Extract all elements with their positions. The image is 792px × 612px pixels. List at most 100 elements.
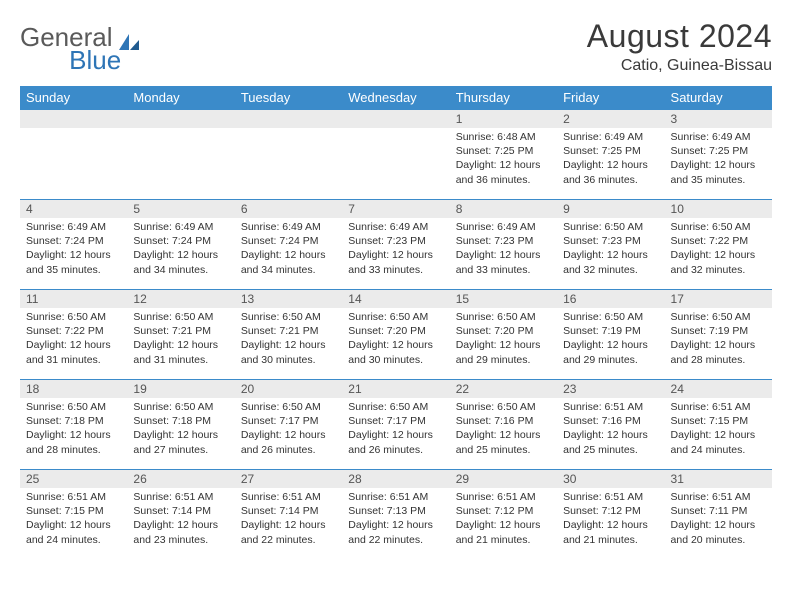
day-body: Sunrise: 6:50 AMSunset: 7:16 PMDaylight:… [450,398,557,461]
calendar-day-cell: 4Sunrise: 6:49 AMSunset: 7:24 PMDaylight… [20,200,127,290]
day-number: 5 [127,200,234,218]
day-number: 26 [127,470,234,488]
calendar-day-cell: 30Sunrise: 6:51 AMSunset: 7:12 PMDayligh… [557,470,664,560]
day-body: Sunrise: 6:49 AMSunset: 7:25 PMDaylight:… [557,128,664,191]
day-body: Sunrise: 6:51 AMSunset: 7:11 PMDaylight:… [665,488,772,551]
day-number: 10 [665,200,772,218]
day-body: Sunrise: 6:48 AMSunset: 7:25 PMDaylight:… [450,128,557,191]
calendar-day-cell: 22Sunrise: 6:50 AMSunset: 7:16 PMDayligh… [450,380,557,470]
day-body: Sunrise: 6:50 AMSunset: 7:17 PMDaylight:… [235,398,342,461]
day-number: 31 [665,470,772,488]
calendar-day-cell: 20Sunrise: 6:50 AMSunset: 7:17 PMDayligh… [235,380,342,470]
day-body: Sunrise: 6:51 AMSunset: 7:14 PMDaylight:… [235,488,342,551]
calendar-day-cell: 3Sunrise: 6:49 AMSunset: 7:25 PMDaylight… [665,110,772,200]
calendar-day-cell: 9Sunrise: 6:50 AMSunset: 7:23 PMDaylight… [557,200,664,290]
calendar-day-cell: 31Sunrise: 6:51 AMSunset: 7:11 PMDayligh… [665,470,772,560]
day-number: 22 [450,380,557,398]
calendar-table: SundayMondayTuesdayWednesdayThursdayFrid… [20,86,772,560]
calendar-day-cell: 12Sunrise: 6:50 AMSunset: 7:21 PMDayligh… [127,290,234,380]
day-header: Saturday [665,86,772,110]
day-body: Sunrise: 6:50 AMSunset: 7:19 PMDaylight:… [665,308,772,371]
empty-daynum [20,110,127,128]
calendar-day-cell: 19Sunrise: 6:50 AMSunset: 7:18 PMDayligh… [127,380,234,470]
day-body: Sunrise: 6:51 AMSunset: 7:16 PMDaylight:… [557,398,664,461]
day-header: Friday [557,86,664,110]
day-body: Sunrise: 6:50 AMSunset: 7:20 PMDaylight:… [450,308,557,371]
calendar-week-row: 18Sunrise: 6:50 AMSunset: 7:18 PMDayligh… [20,380,772,470]
calendar-day-cell [20,110,127,200]
day-body: Sunrise: 6:50 AMSunset: 7:22 PMDaylight:… [665,218,772,281]
calendar-day-cell: 11Sunrise: 6:50 AMSunset: 7:22 PMDayligh… [20,290,127,380]
day-header: Wednesday [342,86,449,110]
day-number: 3 [665,110,772,128]
calendar-day-cell: 1Sunrise: 6:48 AMSunset: 7:25 PMDaylight… [450,110,557,200]
day-number: 17 [665,290,772,308]
calendar-day-cell: 23Sunrise: 6:51 AMSunset: 7:16 PMDayligh… [557,380,664,470]
calendar-day-cell: 2Sunrise: 6:49 AMSunset: 7:25 PMDaylight… [557,110,664,200]
day-body: Sunrise: 6:49 AMSunset: 7:23 PMDaylight:… [342,218,449,281]
calendar-day-cell: 26Sunrise: 6:51 AMSunset: 7:14 PMDayligh… [127,470,234,560]
day-number: 1 [450,110,557,128]
day-number: 16 [557,290,664,308]
calendar-week-row: 4Sunrise: 6:49 AMSunset: 7:24 PMDaylight… [20,200,772,290]
day-number: 4 [20,200,127,218]
day-body: Sunrise: 6:51 AMSunset: 7:15 PMDaylight:… [665,398,772,461]
day-number: 6 [235,200,342,218]
empty-daynum [342,110,449,128]
day-body: Sunrise: 6:49 AMSunset: 7:25 PMDaylight:… [665,128,772,191]
calendar-day-cell [342,110,449,200]
calendar-week-row: 25Sunrise: 6:51 AMSunset: 7:15 PMDayligh… [20,470,772,560]
day-body: Sunrise: 6:50 AMSunset: 7:19 PMDaylight:… [557,308,664,371]
day-body: Sunrise: 6:49 AMSunset: 7:24 PMDaylight:… [235,218,342,281]
calendar-day-cell: 15Sunrise: 6:50 AMSunset: 7:20 PMDayligh… [450,290,557,380]
day-number: 23 [557,380,664,398]
day-body: Sunrise: 6:50 AMSunset: 7:17 PMDaylight:… [342,398,449,461]
calendar-day-cell: 16Sunrise: 6:50 AMSunset: 7:19 PMDayligh… [557,290,664,380]
day-body: Sunrise: 6:51 AMSunset: 7:13 PMDaylight:… [342,488,449,551]
day-number: 14 [342,290,449,308]
calendar-day-cell: 29Sunrise: 6:51 AMSunset: 7:12 PMDayligh… [450,470,557,560]
day-body: Sunrise: 6:49 AMSunset: 7:24 PMDaylight:… [127,218,234,281]
calendar-day-cell [235,110,342,200]
calendar-day-cell: 10Sunrise: 6:50 AMSunset: 7:22 PMDayligh… [665,200,772,290]
calendar-day-cell: 7Sunrise: 6:49 AMSunset: 7:23 PMDaylight… [342,200,449,290]
calendar-day-cell: 21Sunrise: 6:50 AMSunset: 7:17 PMDayligh… [342,380,449,470]
day-header: Tuesday [235,86,342,110]
day-number: 27 [235,470,342,488]
day-body: Sunrise: 6:51 AMSunset: 7:12 PMDaylight:… [450,488,557,551]
day-number: 30 [557,470,664,488]
day-number: 28 [342,470,449,488]
day-number: 7 [342,200,449,218]
day-body: Sunrise: 6:50 AMSunset: 7:20 PMDaylight:… [342,308,449,371]
day-number: 21 [342,380,449,398]
day-body: Sunrise: 6:50 AMSunset: 7:18 PMDaylight:… [20,398,127,461]
calendar-day-cell: 24Sunrise: 6:51 AMSunset: 7:15 PMDayligh… [665,380,772,470]
logo-text-blue: GenBlue [20,45,772,76]
day-number: 8 [450,200,557,218]
day-header-row: SundayMondayTuesdayWednesdayThursdayFrid… [20,86,772,110]
day-body: Sunrise: 6:51 AMSunset: 7:15 PMDaylight:… [20,488,127,551]
calendar-day-cell: 8Sunrise: 6:49 AMSunset: 7:23 PMDaylight… [450,200,557,290]
day-number: 12 [127,290,234,308]
day-number: 24 [665,380,772,398]
calendar-day-cell: 14Sunrise: 6:50 AMSunset: 7:20 PMDayligh… [342,290,449,380]
day-number: 19 [127,380,234,398]
day-body: Sunrise: 6:50 AMSunset: 7:18 PMDaylight:… [127,398,234,461]
day-body: Sunrise: 6:49 AMSunset: 7:24 PMDaylight:… [20,218,127,281]
day-body: Sunrise: 6:50 AMSunset: 7:21 PMDaylight:… [235,308,342,371]
empty-daynum [127,110,234,128]
day-header: Sunday [20,86,127,110]
day-body: Sunrise: 6:50 AMSunset: 7:21 PMDaylight:… [127,308,234,371]
day-number: 11 [20,290,127,308]
day-header: Thursday [450,86,557,110]
day-body: Sunrise: 6:49 AMSunset: 7:23 PMDaylight:… [450,218,557,281]
empty-daynum [235,110,342,128]
day-number: 2 [557,110,664,128]
day-number: 20 [235,380,342,398]
calendar-week-row: 11Sunrise: 6:50 AMSunset: 7:22 PMDayligh… [20,290,772,380]
day-number: 15 [450,290,557,308]
calendar-day-cell: 5Sunrise: 6:49 AMSunset: 7:24 PMDaylight… [127,200,234,290]
day-number: 13 [235,290,342,308]
day-number: 25 [20,470,127,488]
day-body: Sunrise: 6:51 AMSunset: 7:12 PMDaylight:… [557,488,664,551]
